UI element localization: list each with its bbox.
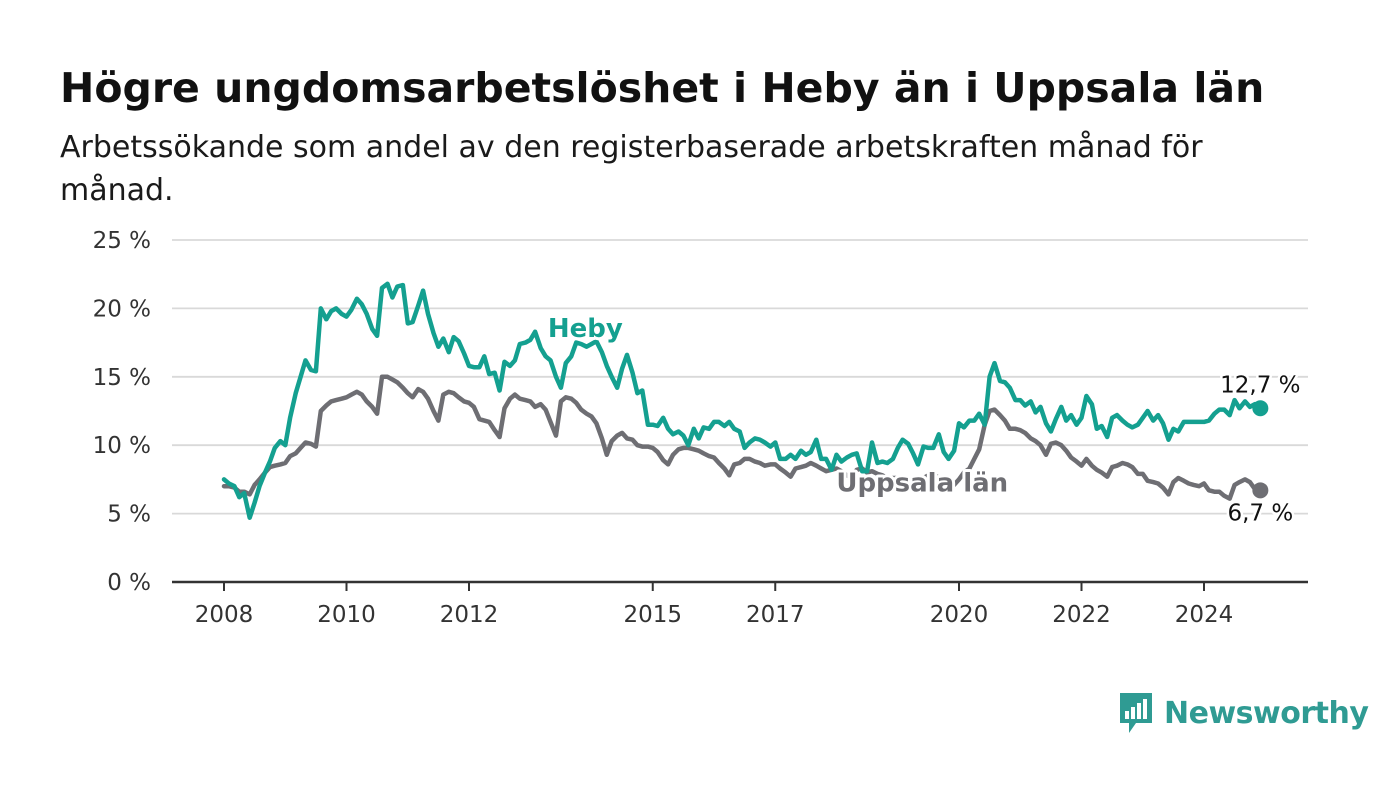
logo-text: Newsworthy: [1164, 695, 1369, 731]
x-tick-label: 2017: [746, 602, 805, 628]
newsworthy-logo: Newsworthy: [1118, 690, 1369, 736]
x-tick-label: 2022: [1052, 602, 1111, 628]
y-tick-label: 15 %: [93, 365, 151, 391]
series-name-label-heby: Heby: [548, 314, 623, 344]
x-tick-label: 2010: [317, 602, 376, 628]
x-tick-label: 2012: [440, 602, 499, 628]
series-lines: [221, 281, 1269, 520]
series-end-marker-heby: [1252, 400, 1269, 417]
y-axis-tick-labels: 0 % 5 % 10 % 15 % 20 % 25 %: [93, 228, 151, 596]
x-tick-label: 2015: [623, 602, 682, 628]
series-line-heby: [221, 281, 1263, 520]
x-tick-label: 2024: [1175, 602, 1234, 628]
end-value-label-heby: 12,7 %: [1220, 372, 1300, 398]
end-value-label-uppsala-l-n: 6,7 %: [1227, 500, 1293, 526]
x-tick-label: 2008: [195, 602, 254, 628]
y-tick-label: 10 %: [93, 433, 151, 459]
series-line-uppsala-l-n: [221, 374, 1263, 501]
x-tick-label: 2020: [930, 602, 989, 628]
series-end-marker-uppsala-l-n: [1252, 482, 1269, 499]
y-tick-label: 20 %: [93, 296, 151, 322]
x-axis-tick-labels: 2008 2010 2012 2015 2017 2020 2022 2024: [195, 582, 1234, 628]
chart-title: Högre ungdomsarbetslöshet i Heby än i Up…: [60, 64, 1265, 112]
grid-lines: [172, 239, 1308, 584]
y-tick-label: 25 %: [93, 228, 151, 254]
y-tick-label: 5 %: [107, 502, 151, 528]
y-tick-label: 0 %: [107, 570, 151, 596]
series-labels: 12,7 % 6,7 % Heby Uppsala län: [545, 311, 1303, 529]
chart-subtitle: Arbetssökande som andel av den registerb…: [60, 130, 1203, 208]
bar-chart-speech-bubble-icon: [1120, 693, 1152, 733]
series-name-label-uppsala-l-n: Uppsala län: [836, 469, 1008, 499]
